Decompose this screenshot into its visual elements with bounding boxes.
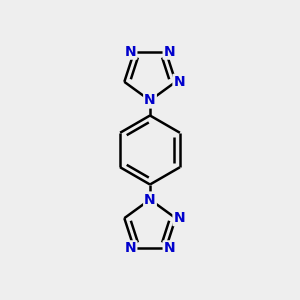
Text: N: N [173,75,185,89]
Text: N: N [164,45,175,59]
Text: N: N [144,94,156,107]
Text: N: N [125,241,136,255]
Text: N: N [144,193,156,206]
Text: N: N [164,241,175,255]
Text: N: N [173,211,185,225]
Text: N: N [125,45,136,59]
